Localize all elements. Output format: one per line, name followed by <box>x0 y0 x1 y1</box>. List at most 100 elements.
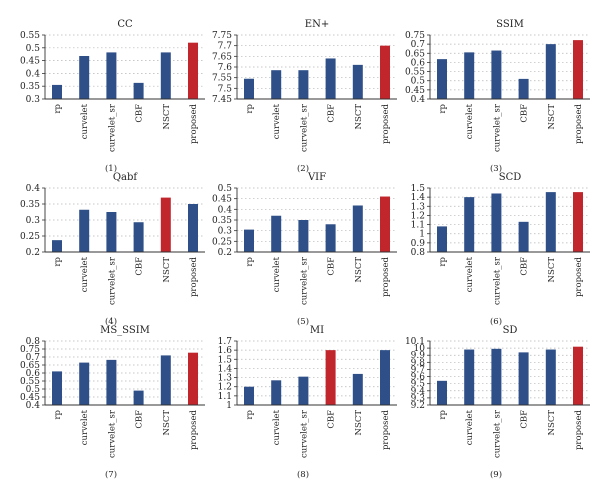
y-tick-label: 0.65 <box>405 49 425 59</box>
y-tick-label: 10 <box>414 344 426 354</box>
subfigure-label: (5) <box>297 316 309 327</box>
y-tick-label: 0.35 <box>20 200 40 210</box>
chart-panel: SCD 0.80.911.11.21.31.41.5 rp curvelet curve… <box>411 172 590 327</box>
bar-NSCT <box>352 373 363 405</box>
y-tick-label: 0.4 <box>26 401 41 411</box>
y-tick-label: 0.55 <box>20 31 40 41</box>
y-tick-label: 0.6 <box>26 369 41 379</box>
bar-curvelet_sr <box>106 52 117 99</box>
x-tick-label: proposed <box>189 256 199 297</box>
x-tick-label: curvelet_sr <box>492 409 502 458</box>
bar-CBF <box>325 224 336 252</box>
y-tick-label: 0.35 <box>212 216 232 226</box>
x-tick-label: NSCT <box>354 104 364 130</box>
y-tick-label: 0.7 <box>26 353 41 363</box>
bar-curvelet <box>464 349 475 405</box>
bar-curvelet <box>271 215 282 252</box>
bar-CBF <box>325 58 336 99</box>
bar-proposed <box>188 42 198 99</box>
chart-title: MI <box>310 325 324 336</box>
y-tick-label: 7.55 <box>212 74 232 84</box>
chart-title: EN+ <box>305 19 329 30</box>
x-tick-label: CBF <box>327 104 337 123</box>
bar-CBF <box>518 78 529 99</box>
chart-panel: Qabf 0.2 0.25 0.3 0.35 0.4 rp curvelet curvelet_… <box>20 172 205 327</box>
bar-proposed <box>380 196 390 252</box>
bar-curvelet_sr <box>491 348 502 405</box>
x-tick-label: NSCT <box>162 410 172 436</box>
y-tick-label: 0.5 <box>411 77 426 87</box>
y-tick-label: 0.75 <box>20 345 40 355</box>
y-tick-label: 0.45 <box>212 195 232 205</box>
bar-curvelet <box>464 197 475 252</box>
x-tick-label: curvelet_sr <box>299 256 309 305</box>
y-tick-label: 0.3 <box>218 227 233 237</box>
y-tick-label: 0.8 <box>26 337 41 347</box>
x-tick-label: CBF <box>520 104 530 123</box>
bar-CBF <box>518 221 529 252</box>
x-tick-label: rp <box>245 103 255 113</box>
chart-panel: CC 0.3 0.35 0.4 0.45 0.5 0.55 rp curvelet curvele… <box>20 19 205 174</box>
bar-curvelet_sr <box>491 50 502 99</box>
bar-proposed <box>573 40 583 99</box>
bar-rp <box>244 229 254 252</box>
x-tick-label: rp <box>245 256 255 266</box>
x-tick-label: curvelet_sr <box>492 256 502 305</box>
y-tick-label: 0.4 <box>411 95 426 105</box>
x-tick-label: curvelet <box>80 256 90 292</box>
bar-NSCT <box>545 44 556 99</box>
y-tick-label: 9.4 <box>411 387 426 397</box>
bar-curvelet <box>79 209 90 252</box>
bar-proposed <box>380 45 390 99</box>
y-tick-label: 1.3 <box>411 202 426 212</box>
x-tick-label: rp <box>53 103 63 113</box>
x-tick-label: NSCT <box>162 104 172 130</box>
y-tick-label: 0.2 <box>26 248 40 258</box>
subfigure-label: (8) <box>297 469 309 480</box>
bar-rp <box>437 59 447 99</box>
x-tick-label: rp <box>53 409 63 419</box>
x-tick-label: curvelet <box>465 103 475 139</box>
x-tick-label: curvelet_sr <box>492 103 502 152</box>
chart-panel: EN+ 7.457.57.557.67.657.77.75 rp curvelet cu… <box>212 19 397 174</box>
y-tick-label: 9.8 <box>411 358 426 368</box>
bar-NSCT <box>160 197 171 252</box>
y-tick-label: 1.2 <box>218 383 232 393</box>
chart-panel: MI 11.11.21.31.41.51.61.7 rp curvelet curvel… <box>218 325 397 480</box>
bar-CBF <box>133 390 144 405</box>
x-tick-label: CBF <box>135 410 145 429</box>
y-tick-label: 9.9 <box>411 351 426 361</box>
y-tick-label: 0.5 <box>218 184 233 194</box>
bar-CBF <box>133 222 144 252</box>
bar-proposed <box>573 192 583 252</box>
x-tick-label: NSCT <box>162 257 172 283</box>
y-tick-label: 1.4 <box>218 364 233 374</box>
chart-title: SD <box>503 325 518 336</box>
bar-curvelet_sr <box>491 193 502 252</box>
chart-title: MS_SSIM <box>100 325 150 336</box>
x-tick-label: NSCT <box>547 410 557 436</box>
bar-NSCT <box>352 64 363 99</box>
subfigure-label: (9) <box>490 469 502 480</box>
bar-rp <box>244 386 254 405</box>
subfigure-label: (1) <box>105 163 117 174</box>
chart-panel: VIF 0.20.250.30.350.40.450.5 rp curvelet cur… <box>212 172 397 327</box>
y-tick-label: 1.1 <box>218 392 232 402</box>
x-tick-label: proposed <box>381 103 391 144</box>
y-tick-label: 7.7 <box>218 42 233 52</box>
bar-proposed <box>573 346 583 405</box>
y-tick-label: 0.25 <box>20 232 40 242</box>
y-tick-label: 7.6 <box>218 63 233 73</box>
y-tick-label: 0.3 <box>26 216 41 226</box>
y-tick-label: 7.65 <box>212 52 232 62</box>
y-tick-label: 1.5 <box>411 184 426 194</box>
x-tick-label: curvelet_sr <box>299 103 309 152</box>
y-tick-label: 0.45 <box>405 86 425 96</box>
y-tick-label: 0.55 <box>20 377 40 387</box>
x-tick-label: curvelet_sr <box>107 256 117 305</box>
y-tick-label: 0.75 <box>405 31 425 41</box>
x-tick-label: proposed <box>189 103 199 144</box>
x-tick-label: rp <box>438 409 448 419</box>
bar-rp <box>244 78 254 99</box>
y-tick-label: 1.5 <box>218 355 233 365</box>
